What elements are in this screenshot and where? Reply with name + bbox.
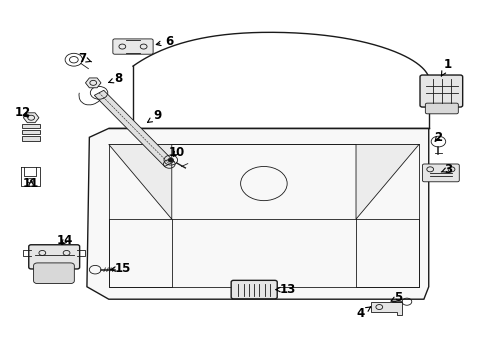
Text: 10: 10 — [168, 146, 184, 159]
Text: 2: 2 — [433, 131, 442, 144]
Polygon shape — [94, 90, 174, 166]
Polygon shape — [370, 302, 401, 315]
Text: 14: 14 — [57, 234, 73, 247]
Text: 9: 9 — [147, 109, 161, 122]
Polygon shape — [23, 113, 39, 123]
FancyBboxPatch shape — [113, 39, 153, 54]
FancyBboxPatch shape — [22, 136, 40, 140]
Text: 12: 12 — [14, 106, 31, 119]
FancyBboxPatch shape — [425, 103, 457, 114]
FancyBboxPatch shape — [34, 263, 74, 284]
Text: 7: 7 — [78, 52, 91, 65]
Text: 8: 8 — [108, 72, 122, 85]
Polygon shape — [355, 144, 418, 219]
Text: 3: 3 — [440, 163, 451, 176]
Polygon shape — [85, 78, 101, 88]
Text: 11: 11 — [23, 177, 39, 190]
Text: 13: 13 — [275, 283, 296, 296]
FancyBboxPatch shape — [422, 164, 458, 182]
FancyBboxPatch shape — [22, 124, 40, 129]
FancyBboxPatch shape — [22, 130, 40, 134]
FancyBboxPatch shape — [419, 75, 462, 107]
Text: 4: 4 — [356, 307, 370, 320]
Text: 1: 1 — [440, 58, 451, 76]
FancyBboxPatch shape — [29, 245, 80, 269]
Polygon shape — [87, 129, 428, 299]
Text: 5: 5 — [390, 291, 402, 304]
FancyBboxPatch shape — [231, 280, 277, 299]
Text: 15: 15 — [111, 262, 131, 275]
Text: 6: 6 — [156, 35, 173, 48]
Polygon shape — [108, 144, 171, 219]
Circle shape — [167, 158, 173, 162]
